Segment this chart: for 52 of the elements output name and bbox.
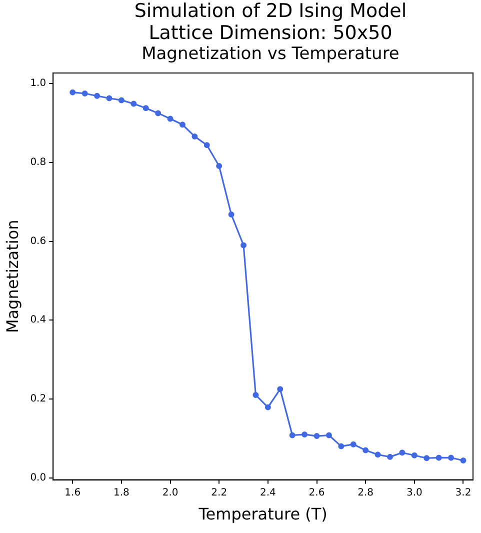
point	[167, 116, 174, 122]
point	[460, 457, 466, 464]
point	[216, 163, 222, 170]
x-tick-label: 2.2	[211, 487, 228, 498]
point	[240, 242, 247, 248]
x-tick-label: 2.4	[260, 487, 276, 498]
y-tick-label: 0.8	[30, 157, 46, 168]
point	[118, 97, 124, 104]
y-tick-label: 0.4	[30, 314, 46, 326]
x-tick-label: 2.0	[162, 487, 178, 498]
point	[94, 92, 100, 99]
x-axis-title: Temperature (T)	[198, 504, 328, 524]
x-tick-label: 2.8	[358, 487, 374, 498]
point	[362, 447, 369, 454]
point	[386, 454, 393, 460]
x-tick-label: 1.6	[64, 487, 81, 498]
point	[155, 110, 162, 116]
point	[179, 122, 186, 128]
y-tick-label: 0.6	[30, 236, 46, 247]
point	[338, 443, 344, 450]
point	[326, 432, 332, 438]
y-tick-label: 1.0	[30, 78, 46, 90]
point	[82, 90, 88, 96]
point	[264, 404, 271, 410]
point	[106, 95, 112, 102]
point	[192, 133, 198, 140]
x-tick-label: 1.8	[114, 487, 130, 498]
chart-subtitle: Magnetization vs Temperature	[140, 44, 400, 64]
point	[252, 392, 259, 398]
point	[289, 432, 296, 438]
point	[204, 142, 210, 148]
point	[424, 455, 430, 462]
point	[314, 433, 320, 440]
point	[277, 386, 284, 392]
point	[448, 454, 454, 461]
point	[130, 100, 137, 107]
point	[411, 452, 418, 458]
point	[374, 452, 381, 458]
chart-title: Simulation of 2D Ising Model Lattice Dimension: 50x50	[133, 0, 408, 44]
x-tick-label: 3.0	[406, 487, 422, 498]
point	[399, 450, 406, 456]
point	[70, 89, 76, 96]
point	[350, 441, 356, 448]
x-tick-label: 3.2	[455, 487, 472, 498]
y-tick-label: 0.2	[30, 394, 46, 405]
point	[142, 105, 149, 112]
point	[436, 454, 442, 461]
point	[228, 212, 234, 218]
point	[302, 431, 308, 438]
x-tick-label: 2.6	[308, 487, 325, 498]
y-tick-label: 0.0	[30, 472, 46, 484]
y-axis-title: Magnetization	[2, 220, 22, 334]
